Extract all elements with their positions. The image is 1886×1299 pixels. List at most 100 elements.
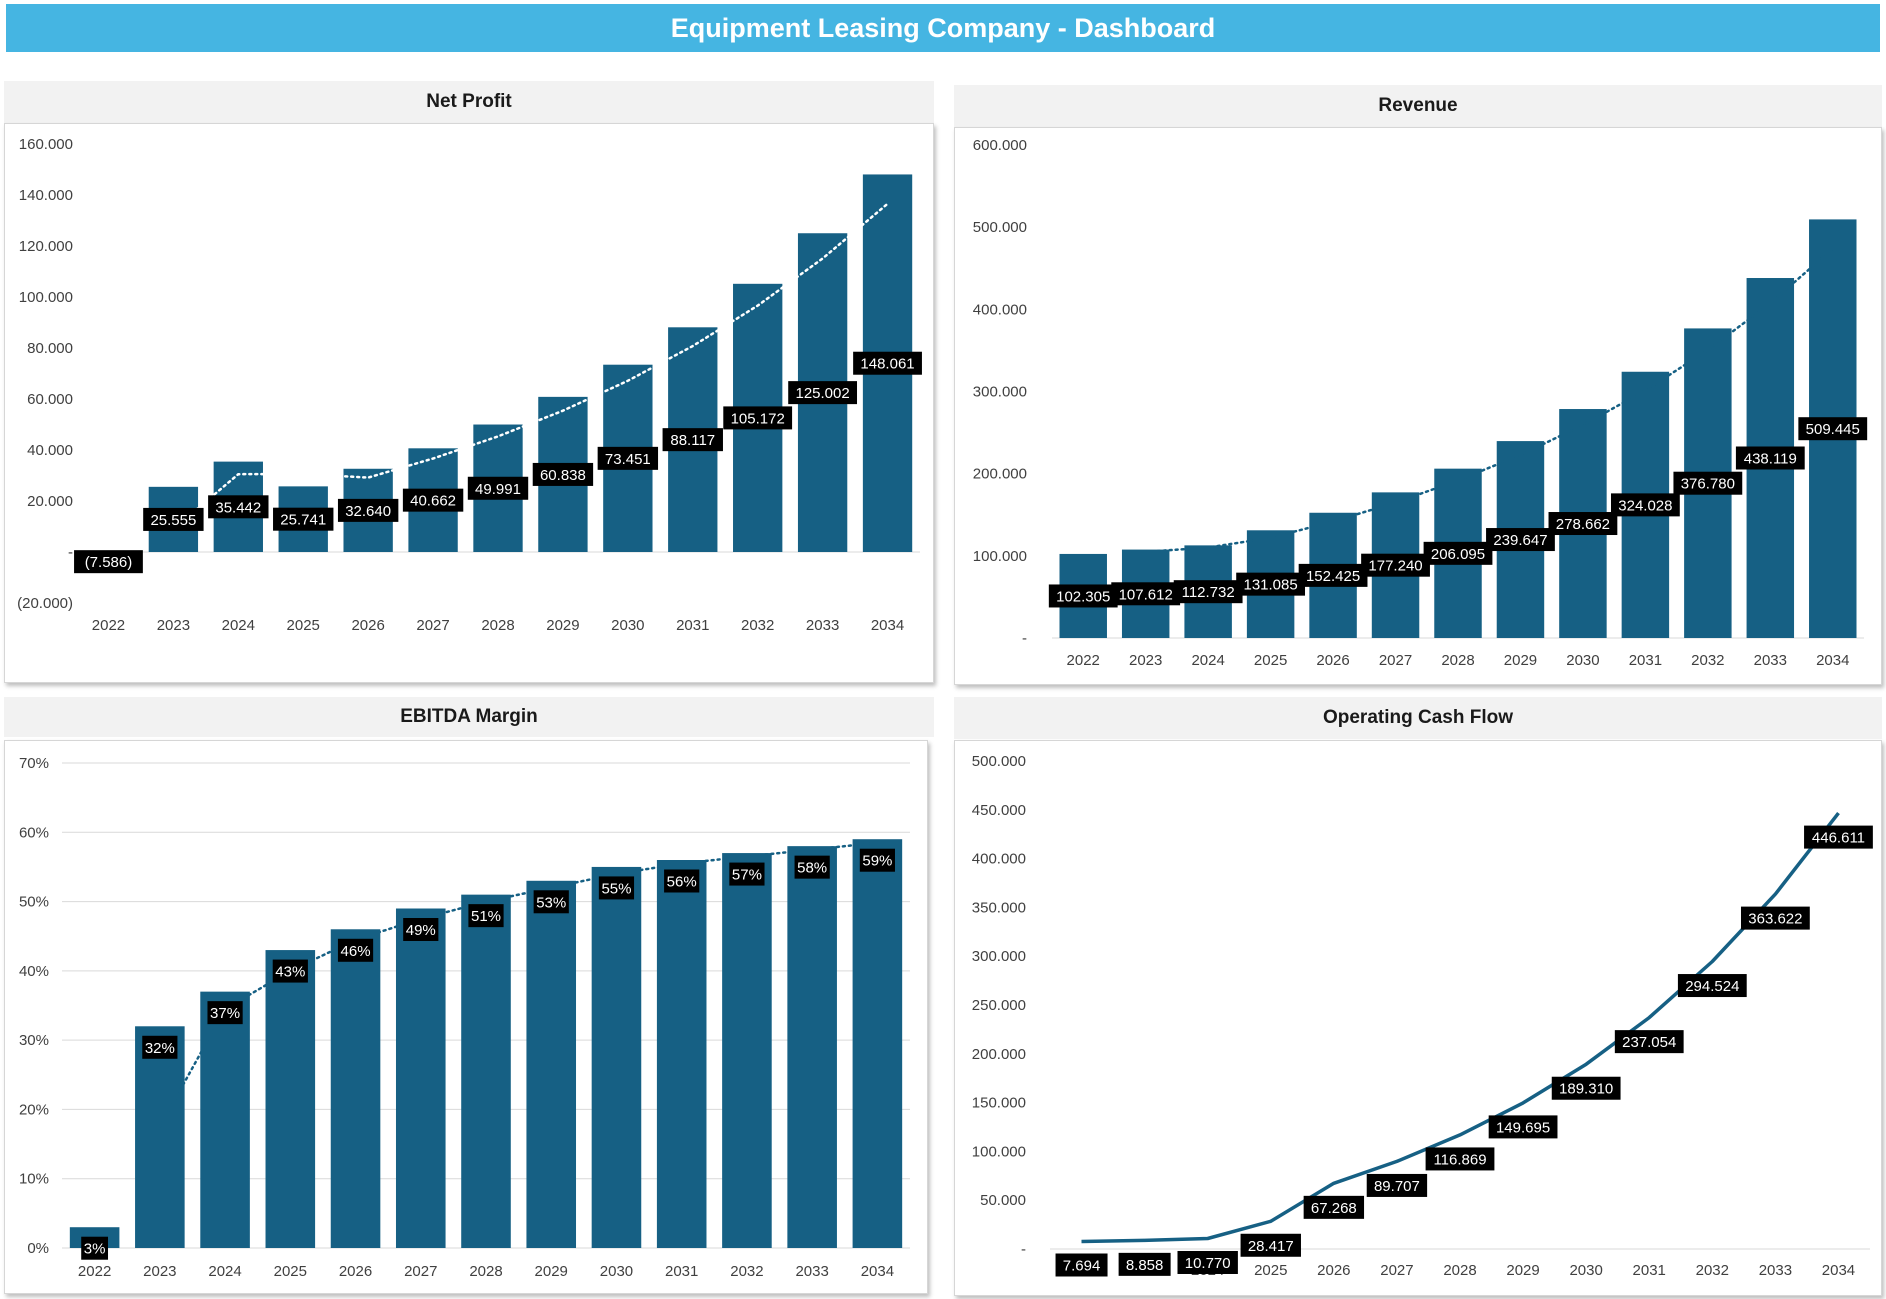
x-tick-label-2032: 2032 — [730, 1263, 763, 1280]
data-label-2029-bg — [532, 462, 594, 486]
data-label-2025: 131.085 — [1243, 577, 1297, 594]
data-label-2030-bg — [597, 446, 659, 470]
data-label-2031: 56% — [667, 874, 697, 891]
x-tick-label-2029: 2029 — [535, 1263, 568, 1280]
x-tick-label-2024: 2024 — [208, 1263, 241, 1280]
bar-2031 — [656, 860, 707, 1248]
data-label-2025: 43% — [275, 964, 305, 981]
x-tick-label-2026: 2026 — [351, 617, 384, 634]
data-label-2033: 363.622 — [1748, 911, 1802, 928]
data-label-2029: 149.695 — [1496, 1119, 1550, 1136]
data-label-2033: 438.119 — [1744, 451, 1797, 468]
data-label-2030: 278.662 — [1556, 516, 1610, 533]
data-label-2028-bg — [1423, 541, 1493, 565]
operating-cash-flow-chart-panel[interactable]: - 50.000 100.000 150.000 200.000 250.000 300.0… — [954, 740, 1882, 1296]
x-tick-label-2031: 2031 — [665, 1263, 698, 1280]
data-label-2023: 32% — [145, 1040, 175, 1057]
bar-2030 — [591, 866, 642, 1248]
data-label-2031: 237.054 — [1622, 1034, 1676, 1051]
y-tick-label: 400.000 — [973, 301, 1027, 318]
data-label-2024: 35.442 — [215, 499, 261, 516]
bar-2027 — [395, 908, 446, 1248]
data-label-2028: 49.991 — [475, 481, 521, 498]
y-tick-label: 200.000 — [972, 1046, 1026, 1063]
data-label-2027: 40.662 — [410, 493, 456, 510]
data-label-2024-bg — [1177, 1250, 1238, 1274]
data-label-2026: 32.640 — [345, 503, 391, 520]
x-tick-label-2034: 2034 — [871, 617, 904, 634]
data-label-2032-bg — [723, 406, 793, 430]
bar-2029 — [526, 880, 577, 1248]
y-tick-label: 150.000 — [972, 1095, 1026, 1112]
y-tick-label: 200.000 — [973, 466, 1027, 483]
y-tick-label: 100.000 — [973, 548, 1027, 565]
data-label-2030-bg — [1551, 1076, 1621, 1100]
data-label-2029-bg — [533, 890, 569, 914]
data-label-2022-bg — [81, 1236, 109, 1260]
data-label-2026: 46% — [341, 943, 371, 960]
trendline — [172, 202, 889, 531]
x-tick-label-2022: 2022 — [1067, 652, 1100, 669]
y-tick-label: 10% — [19, 1171, 49, 1188]
y-tick-label: 30% — [19, 1032, 49, 1049]
data-label-2028: 51% — [471, 908, 501, 925]
data-label-2026: 152.425 — [1306, 568, 1360, 585]
x-tick-label-2028: 2028 — [1441, 652, 1474, 669]
data-label-2027-bg — [1366, 1173, 1428, 1197]
y-tick-label: 50.000 — [980, 1192, 1026, 1209]
y-tick-label: 140.000 — [19, 187, 73, 204]
x-tick-label-2022: 2022 — [92, 617, 125, 634]
revenue-chart-panel[interactable]: - 100.000 200.000 300.000 400.000 500.000 600.… — [954, 127, 1882, 685]
x-tick-label-2034: 2034 — [1822, 1262, 1855, 1279]
data-label-2034-bg — [853, 351, 922, 375]
x-tick-label-2031: 2031 — [676, 617, 709, 634]
y-tick-label: 450.000 — [972, 802, 1026, 819]
y-tick-label: 70% — [19, 755, 49, 772]
data-label-2022-bg — [74, 550, 143, 574]
data-label-2031: 324.028 — [1618, 497, 1672, 514]
data-label-2030: 189.310 — [1559, 1081, 1613, 1098]
data-label-2025-bg — [1236, 572, 1306, 596]
data-label-2033-bg — [1740, 906, 1810, 930]
series-line — [1081, 812, 1840, 1244]
data-label-2022: 102.305 — [1056, 588, 1110, 605]
x-tick-label-2033: 2033 — [1759, 1262, 1792, 1279]
x-tick-label-2028: 2028 — [1443, 1262, 1476, 1279]
data-label-2031-bg — [664, 869, 700, 893]
y-tick-label: - — [68, 544, 73, 561]
data-label-2029-bg — [1486, 528, 1555, 552]
y-tick-label: 300.000 — [973, 384, 1027, 401]
data-label-2032: 105.172 — [731, 410, 785, 427]
data-label-2028-bg — [467, 476, 529, 500]
revenue-title: Revenue — [1378, 95, 1458, 116]
x-tick-label-2023: 2023 — [1129, 652, 1162, 669]
x-tick-label-2022: 2022 — [78, 1263, 111, 1280]
dashboard-title-banner: Equipment Leasing Company - Dashboard — [6, 4, 1880, 52]
data-label-2034: 509.445 — [1806, 421, 1860, 438]
data-label-2026-bg — [337, 498, 399, 522]
x-tick-label-2030: 2030 — [611, 617, 644, 634]
data-label-2022: 7.694 — [1063, 1258, 1101, 1275]
data-label-2027-bg — [1361, 553, 1430, 577]
data-label-2023-bg — [143, 507, 204, 531]
bar-2028 — [461, 894, 511, 1248]
data-label-2027: 49% — [406, 922, 436, 939]
y-tick-label: 400.000 — [972, 851, 1026, 868]
net-profit-chart-panel[interactable]: (20.000) - 20.000 40.000 60.000 80.000 100.000… — [4, 123, 934, 683]
x-tick-label-2030: 2030 — [1569, 1262, 1602, 1279]
ebitda-margin-chart-panel[interactable]: 0% 10% 20% 30% 40% 50% 60% 70% 2022 2023 2024 2025 2… — [4, 740, 928, 1294]
data-label-2030: 73.451 — [605, 451, 651, 468]
data-label-2029: 53% — [536, 894, 566, 911]
data-label-2028-bg — [468, 904, 504, 928]
bar-2033 — [787, 846, 837, 1248]
y-tick-label: 60.000 — [27, 391, 73, 408]
ebitda-margin-title: EBITDA Margin — [400, 706, 538, 727]
bar-2024 — [200, 991, 250, 1248]
y-tick-label: 60% — [19, 824, 49, 841]
data-label-2022: (7.586) — [85, 554, 133, 571]
net-profit-chart: (20.000) - 20.000 40.000 60.000 80.000 100.000… — [17, 136, 922, 634]
operating-cash-flow-title: Operating Cash Flow — [1322, 707, 1514, 728]
data-label-2026-bg — [337, 938, 374, 962]
x-tick-label-2034: 2034 — [1816, 652, 1849, 669]
data-label-2028: 206.095 — [1431, 546, 1485, 563]
